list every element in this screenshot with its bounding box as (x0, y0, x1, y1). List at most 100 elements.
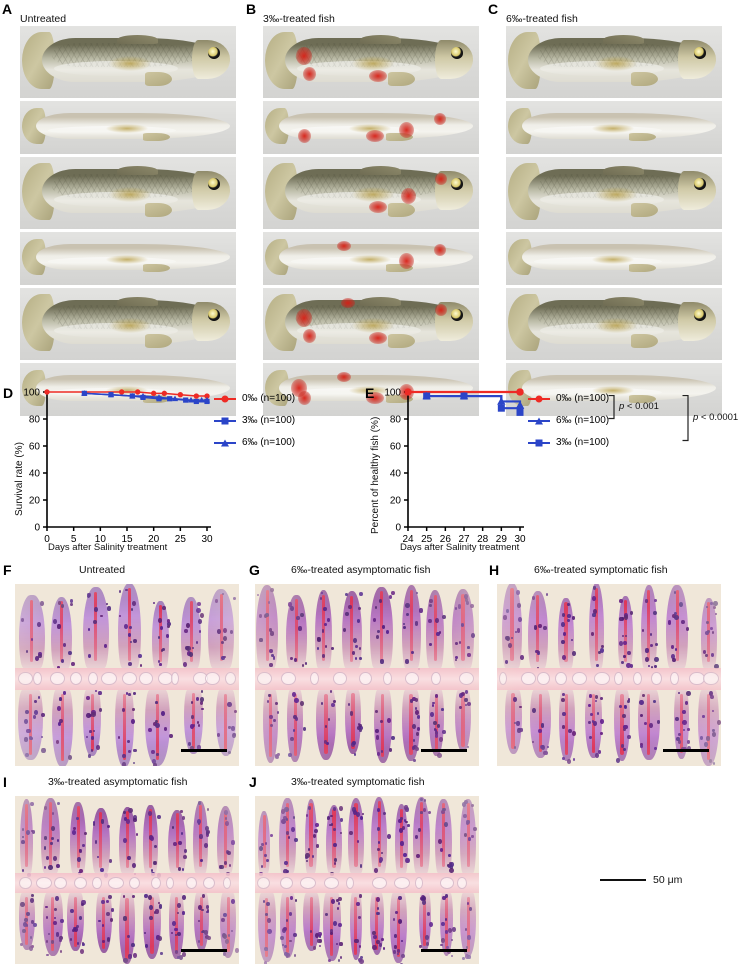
cell-nucleus (182, 854, 187, 860)
cell-nucleus (285, 952, 290, 958)
cell-nucleus (317, 939, 321, 943)
fish-photo (506, 101, 722, 154)
cell-nucleus (201, 908, 204, 912)
legend-line-swatch (214, 395, 236, 402)
scale-bar (181, 949, 227, 952)
cell-nucleus (355, 901, 360, 907)
legend-item-0[interactable]: 0‰ (n=100) (528, 393, 609, 404)
legend-marker-triangle (535, 417, 543, 424)
cell-nucleus (197, 618, 203, 624)
cell-nucleus (571, 651, 576, 656)
cell-nucleus (30, 801, 34, 806)
cell-nucleus (681, 619, 685, 624)
cell-nucleus (55, 739, 59, 744)
fish-eye (208, 309, 220, 321)
cell-nucleus (463, 593, 468, 599)
legend-item-1[interactable]: 3‰ (n=100) (214, 415, 295, 426)
y-tick-label: 20 (29, 496, 41, 507)
cell-nucleus (131, 943, 135, 948)
cell-nucleus (440, 921, 445, 927)
cell-nucleus (531, 596, 535, 600)
cartilage-cell (572, 671, 588, 686)
cell-nucleus (41, 748, 46, 754)
cell-nucleus (423, 799, 426, 802)
cell-nucleus (437, 724, 441, 728)
cell-nucleus (596, 712, 599, 715)
cell-nucleus (441, 708, 444, 711)
y-axis-title: Percent of healthy fish (%) (370, 416, 381, 534)
cell-nucleus (653, 598, 657, 602)
y-tick-label: 20 (390, 496, 402, 507)
lamellar-capillary (466, 803, 470, 868)
pelvic-fin (631, 334, 658, 348)
data-point-marker (204, 393, 210, 399)
data-point-marker (171, 395, 179, 402)
cartilage-cell (281, 671, 296, 686)
cell-nucleus (268, 694, 271, 697)
fish-photo (20, 232, 236, 285)
lamellar-capillary (94, 592, 98, 662)
lamellar-capillary (28, 693, 33, 755)
cell-nucleus (128, 954, 132, 959)
cell-nucleus (428, 642, 432, 647)
cell-nucleus (277, 752, 281, 757)
cell-nucleus (436, 632, 440, 636)
lamellar-capillary (293, 693, 297, 757)
lamellar-capillary (510, 587, 514, 661)
cell-nucleus (228, 751, 231, 755)
cell-nucleus (52, 618, 58, 624)
cell-nucleus (258, 845, 264, 851)
cell-nucleus (317, 637, 321, 642)
y-tick-label: 60 (390, 442, 402, 453)
cell-nucleus (263, 960, 268, 964)
legend-label: 6‰ (n=100) (242, 437, 296, 448)
cell-nucleus (645, 599, 648, 603)
cell-nucleus (380, 659, 385, 664)
cell-nucleus (45, 940, 48, 943)
cell-nucleus (622, 641, 627, 646)
legend-item-2[interactable]: 3‰ (n=100) (528, 437, 609, 448)
y-tick-label: 40 (390, 469, 402, 480)
cell-nucleus (81, 942, 85, 946)
cell-nucleus (385, 629, 390, 634)
cell-nucleus (155, 909, 159, 914)
data-point-marker (107, 391, 115, 398)
cell-nucleus (330, 814, 333, 818)
cell-nucleus (465, 820, 470, 825)
cell-nucleus (358, 728, 362, 732)
cell-nucleus (313, 829, 318, 834)
cell-nucleus (231, 840, 235, 845)
cell-nucleus (629, 611, 634, 615)
pelvic-fin (145, 72, 172, 86)
cell-nucleus (435, 734, 439, 738)
cell-nucleus (222, 635, 227, 641)
cell-nucleus (118, 590, 121, 593)
cell-nucleus (224, 820, 230, 826)
cell-nucleus (656, 719, 661, 724)
cell-nucleus (337, 922, 342, 927)
fish-head (678, 40, 716, 79)
cartilage-cell (431, 671, 441, 686)
cell-nucleus (50, 842, 53, 845)
cell-nucleus (380, 750, 383, 753)
cell-nucleus (101, 900, 105, 905)
cell-nucleus (305, 859, 308, 863)
cell-nucleus (420, 811, 423, 814)
cell-nucleus (386, 717, 391, 723)
cell-nucleus (214, 599, 218, 604)
cell-nucleus (133, 817, 137, 822)
panel-letter-b: B (246, 1, 257, 17)
cell-nucleus (269, 715, 273, 720)
cell-nucleus (337, 959, 340, 962)
legend-item-1[interactable]: 6‰ (n=100) (528, 415, 609, 426)
cell-nucleus (566, 759, 571, 764)
cell-nucleus (593, 586, 597, 590)
cell-nucleus (186, 646, 191, 652)
legend-item-0[interactable]: 0‰ (n=100) (214, 393, 295, 404)
hemorrhagic-lesion (369, 332, 388, 345)
fish-photo (20, 363, 236, 416)
hemorrhagic-lesion (341, 297, 356, 308)
legend-item-2[interactable]: 6‰ (n=100) (214, 437, 295, 448)
lamellar-capillary (226, 897, 230, 953)
cell-nucleus (437, 752, 442, 758)
